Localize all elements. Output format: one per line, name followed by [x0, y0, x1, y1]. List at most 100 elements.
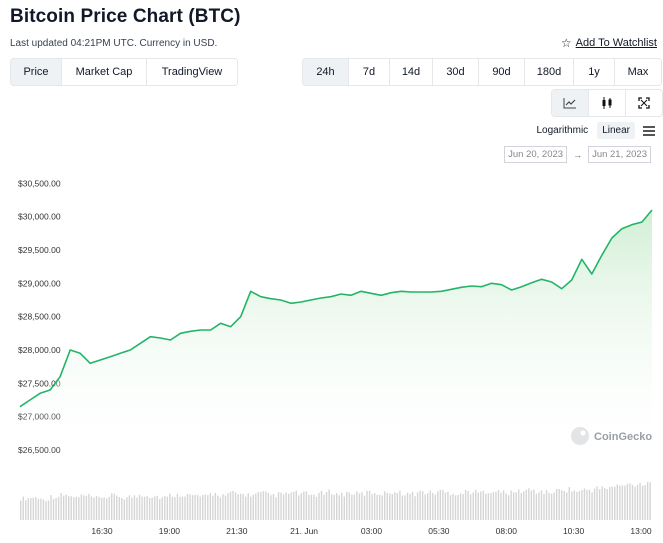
volume-bar [325, 492, 328, 520]
volume-bar [538, 492, 540, 520]
volume-bar [457, 495, 459, 520]
volume-bar [217, 495, 219, 520]
volume-bar [591, 492, 593, 520]
chart-menu-icon[interactable] [643, 125, 655, 136]
volume-bar [121, 497, 123, 520]
tab-tradingview[interactable]: TradingView [161, 66, 223, 78]
volume-bar [161, 497, 163, 520]
tab-range-90d[interactable]: 90d [479, 59, 525, 85]
volume-bar [563, 491, 565, 520]
page-title: Bitcoin Price Chart (BTC) [10, 6, 241, 27]
volume-bar [596, 486, 598, 520]
volume-bar [315, 496, 318, 520]
scale-linear-option[interactable]: Linear [597, 122, 635, 139]
volume-bar [95, 495, 98, 520]
tab-range-24h[interactable]: 24h [303, 59, 349, 85]
volume-bar [267, 493, 270, 520]
candlestick-view-button[interactable] [589, 90, 626, 116]
volume-bar [116, 495, 118, 520]
volume-bar [477, 492, 479, 520]
volume-bar [207, 495, 209, 520]
tab-range-30d[interactable]: 30d [433, 59, 479, 85]
volume-bar [209, 493, 211, 520]
y-tick-label: $28,000.00 [18, 345, 61, 355]
scale-selector: Logarithmic Linear [531, 122, 655, 139]
tab-range-7d[interactable]: 7d [349, 59, 390, 85]
volume-bar [480, 491, 482, 520]
volume-bar [136, 497, 138, 520]
volume-bar [330, 494, 333, 520]
tab-price[interactable]: Price [11, 59, 62, 85]
volume-bar [338, 495, 340, 520]
price-chart[interactable]: $30,500.00 $30,000.00 $29,500.00 $29,000.00… [0, 170, 663, 543]
volume-bar [111, 493, 113, 520]
volume-bar [336, 493, 338, 520]
volume-bar [305, 491, 308, 520]
volume-bar [164, 496, 166, 520]
volume-bar [641, 485, 644, 520]
volume-bar [143, 496, 146, 520]
volume-bar [227, 493, 229, 520]
volume-bar [548, 492, 550, 520]
volume-bar [126, 497, 128, 520]
x-tick-label: 21. Jun [290, 526, 318, 536]
volume-bar [75, 496, 78, 520]
volume-bar [184, 496, 186, 520]
volume-bar [475, 489, 477, 520]
volume-bar [222, 494, 224, 520]
volume-bar [247, 493, 249, 520]
volume-bar [581, 489, 583, 520]
volume-bar [621, 485, 624, 520]
volume-bar [351, 494, 353, 520]
fullscreen-button[interactable] [626, 90, 662, 116]
fullscreen-icon [638, 97, 650, 109]
volume-bar [434, 494, 436, 520]
volume-bar [282, 494, 285, 520]
last-updated-text: Last updated 04:21PM UTC. Currency in US… [10, 38, 218, 49]
volume-bar [257, 491, 260, 520]
volume-bar [378, 494, 381, 520]
volume-bar [133, 495, 136, 520]
volume-bars [20, 482, 651, 520]
date-to-input[interactable]: Jun 21, 2023 [588, 146, 651, 163]
volume-bar [606, 489, 608, 520]
volume-bar [346, 491, 348, 520]
volume-bar [452, 493, 454, 520]
volume-bar [20, 500, 22, 520]
volume-bar [179, 496, 181, 520]
volume-bar [27, 498, 29, 520]
volume-bar [553, 492, 555, 520]
volume-bar [159, 499, 161, 520]
volume-bar [318, 492, 320, 520]
volume-bar [25, 500, 27, 520]
line-chart-icon [563, 98, 576, 109]
date-from-input[interactable]: Jun 20, 2023 [504, 146, 568, 163]
volume-bar [47, 500, 50, 520]
volume-bar [358, 493, 361, 520]
scale-logarithmic-option[interactable]: Logarithmic [536, 125, 589, 136]
volume-bar [300, 493, 302, 520]
volume-bar [234, 492, 237, 520]
volume-bar [543, 493, 545, 520]
volume-bar [409, 493, 411, 520]
y-tick-label: $29,500.00 [18, 245, 61, 255]
tab-range-14d[interactable]: 14d [390, 59, 433, 85]
volume-bar [131, 497, 133, 520]
volume-bar [560, 490, 563, 520]
volume-bar [78, 497, 80, 520]
volume-bar [156, 495, 158, 520]
tab-range-max[interactable]: Max [627, 66, 649, 78]
tab-range-1y[interactable]: 1y [574, 59, 615, 85]
volume-bar [507, 495, 510, 520]
tab-range-180d[interactable]: 180d [525, 59, 574, 85]
add-to-watchlist-button[interactable]: ☆ Add To Watchlist [561, 37, 657, 49]
line-view-button[interactable] [552, 90, 589, 116]
tab-market-cap[interactable]: Market Cap [62, 59, 147, 85]
volume-bar [250, 496, 252, 520]
volume-bar [523, 491, 525, 520]
volume-bar [634, 486, 636, 520]
volume-bar [313, 494, 315, 520]
volume-bar [558, 489, 560, 520]
volume-bar [35, 496, 37, 520]
volume-bar [518, 489, 520, 520]
